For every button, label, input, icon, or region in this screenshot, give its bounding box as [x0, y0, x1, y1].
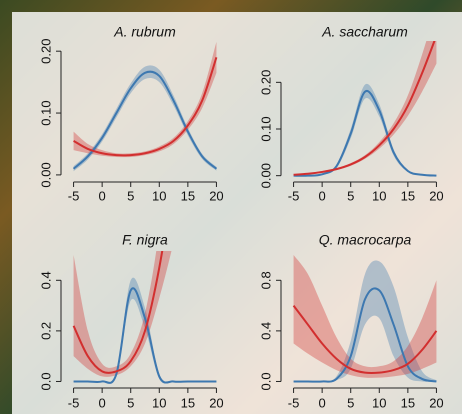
x-tick-label: -5 — [288, 395, 300, 410]
line — [293, 41, 436, 176]
plot-area — [292, 255, 438, 383]
x-tick-label: 15 — [181, 395, 195, 410]
chart-title: Q. macrocarpa — [319, 232, 412, 248]
y-tick-label: 0.0 — [258, 372, 273, 390]
y-tick-label: 0.4 — [258, 322, 273, 340]
x-tick-label: 5 — [127, 395, 134, 410]
x-tick-label: 0 — [319, 395, 326, 410]
line — [73, 57, 218, 157]
y-tick-label: 0.10 — [38, 100, 53, 125]
x-tick-label: -5 — [68, 188, 80, 203]
line — [72, 251, 164, 374]
line — [293, 89, 437, 177]
x-tick-label: 15 — [401, 395, 415, 410]
y-tick-label: 0.10 — [258, 116, 273, 141]
x-tick-label: 0 — [99, 188, 106, 203]
panel-background — [12, 12, 462, 414]
x-tick-label: 5 — [127, 188, 134, 203]
plot-area — [72, 41, 218, 172]
confidence-band — [293, 255, 437, 378]
x-tick-label: -5 — [68, 395, 80, 410]
line — [72, 70, 218, 170]
y-tick-label: 0.4 — [38, 271, 53, 289]
confidence-band — [73, 41, 217, 158]
x-tick-label: 20 — [429, 395, 443, 410]
confidence-band — [73, 251, 172, 377]
x-tick-label: 0 — [319, 188, 326, 203]
line — [293, 287, 437, 383]
x-tick-label: 0 — [99, 395, 106, 410]
x-tick-label: 5 — [347, 395, 354, 410]
x-tick-label: 20 — [429, 188, 443, 203]
x-tick-label: 5 — [347, 188, 354, 203]
x-tick-label: 10 — [152, 188, 166, 203]
y-tick-label: 0.20 — [38, 39, 53, 64]
x-tick-label: 15 — [181, 188, 195, 203]
y-tick-label: 0.2 — [38, 322, 53, 340]
y-tick-label: 0.00 — [38, 162, 53, 187]
x-tick-label: 20 — [209, 395, 223, 410]
y-tick-label: 0.0 — [38, 372, 53, 390]
x-tick-label: 10 — [372, 188, 386, 203]
y-tick-label: 0.00 — [258, 163, 273, 188]
x-tick-label: 20 — [209, 188, 223, 203]
y-tick-label: 0.8 — [258, 271, 273, 289]
plot-area — [72, 251, 217, 384]
chart-title: A. rubrum — [113, 24, 176, 40]
x-tick-label: 15 — [401, 188, 415, 203]
y-tick-label: 0.20 — [258, 70, 273, 95]
x-tick-label: 10 — [152, 395, 166, 410]
x-tick-label: 10 — [372, 395, 386, 410]
line — [73, 287, 217, 384]
chart-title: A. saccharum — [321, 24, 408, 40]
chart-title: F. nigra — [122, 232, 168, 248]
confidence-band — [293, 260, 437, 382]
confidence-band — [293, 41, 437, 176]
plot-area — [293, 41, 437, 177]
x-tick-label: -5 — [288, 188, 300, 203]
line — [292, 304, 438, 375]
